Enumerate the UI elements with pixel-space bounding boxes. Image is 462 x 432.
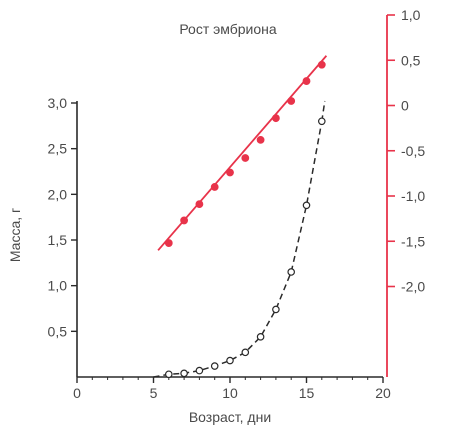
log-point bbox=[195, 200, 204, 209]
series-points bbox=[164, 60, 326, 379]
log-point bbox=[164, 239, 173, 247]
tick-labels: 0 5 10 15 20 0,5 1,0 1,5 2,0 2,5 3,0 1,0 0,5 0 -0,5 -1,… bbox=[48, 7, 426, 401]
y-tick-label: 2,0 bbox=[48, 186, 68, 202]
mass-point bbox=[226, 356, 234, 365]
mass-point bbox=[272, 305, 280, 314]
mass-point bbox=[302, 201, 311, 210]
log-point bbox=[241, 154, 250, 162]
y2-tick-label: 0,5 bbox=[401, 52, 421, 68]
mass-curve bbox=[153, 121, 323, 378]
y2-tick-label: -1,5 bbox=[401, 233, 425, 249]
y2-tick-label: -1,0 bbox=[401, 188, 425, 204]
y-tick-label: 2,5 bbox=[48, 141, 68, 157]
mass-point bbox=[317, 117, 326, 126]
mass-point bbox=[210, 362, 219, 370]
log-point bbox=[180, 216, 188, 225]
y-axis-title: Масса, г bbox=[7, 208, 23, 262]
log-point bbox=[317, 60, 326, 69]
mass-point bbox=[195, 366, 204, 375]
tick-marks bbox=[71, 14, 395, 383]
mass-point bbox=[256, 333, 265, 341]
y-tick-label: 1,5 bbox=[48, 232, 68, 248]
log-point bbox=[210, 183, 219, 191]
x-tick-label: 10 bbox=[222, 385, 238, 401]
x-tick-label: 20 bbox=[375, 385, 391, 401]
y2-tick-label: 1,0 bbox=[401, 7, 421, 23]
series-curves bbox=[153, 55, 328, 378]
y2-tick-label: 0 bbox=[401, 98, 409, 114]
log-point bbox=[271, 114, 280, 123]
y2-tick-label: -0,5 bbox=[401, 143, 425, 159]
y-tick-label: 1,0 bbox=[48, 278, 68, 294]
log-point bbox=[302, 77, 311, 85]
y-tick-label: 3,0 bbox=[48, 95, 68, 111]
x-tick-label: 5 bbox=[150, 385, 158, 401]
x-tick-label: 0 bbox=[73, 385, 81, 401]
y2-tick-label: -2,0 bbox=[401, 279, 425, 295]
mass-point bbox=[165, 370, 173, 379]
x-tick-label: 15 bbox=[299, 385, 315, 401]
y-tick-label: 0,5 bbox=[48, 323, 68, 339]
mass-point bbox=[241, 348, 250, 357]
x-axis-title: Возраст, дни bbox=[189, 409, 271, 425]
log-point bbox=[256, 135, 265, 144]
chart-title: Рост эмбриона bbox=[179, 21, 277, 37]
log-point bbox=[226, 168, 234, 177]
mass-point bbox=[180, 369, 188, 378]
mass-point bbox=[287, 268, 296, 276]
log-point bbox=[287, 97, 296, 105]
